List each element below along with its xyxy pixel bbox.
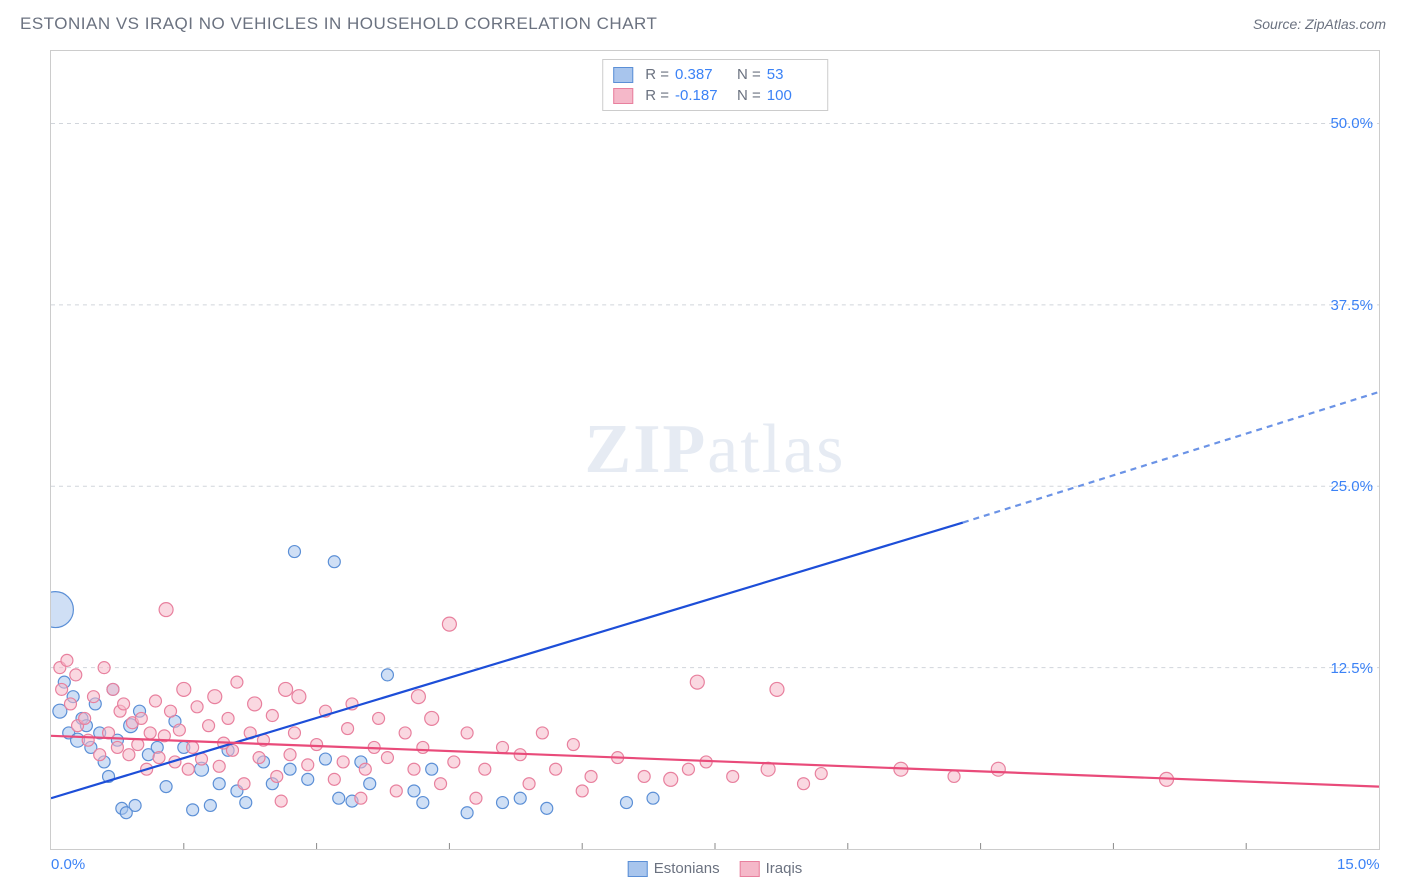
y-tick-label: 37.5% — [1330, 297, 1373, 314]
legend-stats-row: R = -0.187 N = 100 — [613, 85, 817, 106]
y-tick-label: 12.5% — [1330, 660, 1373, 677]
legend-item-iraqis: Iraqis — [740, 860, 803, 877]
legend-stats-row: R = 0.387 N = 53 — [613, 64, 817, 85]
stat-n-value: 53 — [767, 66, 817, 83]
legend-stats: R = 0.387 N = 53 R = -0.187 N = 100 — [602, 59, 828, 111]
legend-series: Estonians Iraqis — [628, 860, 803, 877]
legend-label: Estonians — [654, 860, 720, 877]
legend-label: Iraqis — [766, 860, 803, 877]
legend-swatch-iraqis — [740, 861, 760, 877]
chart-container: ZIPatlas R = 0.387 N = 53 R = -0.187 N =… — [50, 50, 1380, 850]
stat-n-value: 100 — [767, 87, 817, 104]
scatter-plot — [51, 51, 1379, 849]
y-tick-label: 50.0% — [1330, 115, 1373, 132]
stat-r-value: -0.187 — [675, 87, 725, 104]
y-tick-label: 25.0% — [1330, 478, 1373, 495]
legend-swatch-estonians — [613, 67, 633, 83]
chart-source: Source: ZipAtlas.com — [1253, 16, 1386, 32]
legend-item-estonians: Estonians — [628, 860, 720, 877]
chart-title: ESTONIAN VS IRAQI NO VEHICLES IN HOUSEHO… — [20, 14, 657, 34]
legend-swatch-iraqis — [613, 88, 633, 104]
stat-r-value: 0.387 — [675, 66, 725, 83]
legend-swatch-estonians — [628, 861, 648, 877]
chart-header: ESTONIAN VS IRAQI NO VEHICLES IN HOUSEHO… — [0, 0, 1406, 40]
x-tick-label: 0.0% — [51, 856, 85, 873]
x-tick-label: 15.0% — [1337, 856, 1380, 873]
